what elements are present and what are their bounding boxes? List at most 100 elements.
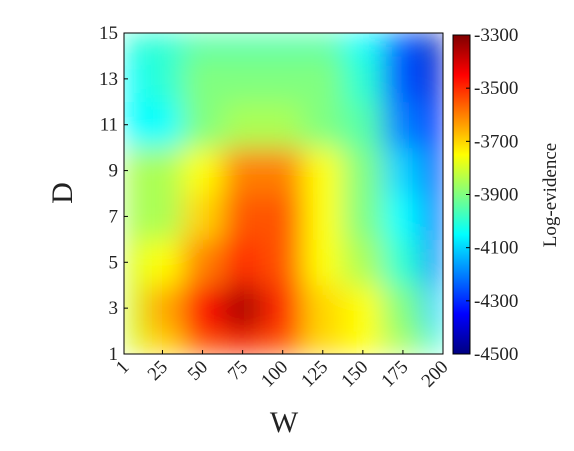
colorbar-tick-label: -3700 [474,131,518,152]
heat-cell [262,55,304,103]
heat-cell [222,55,264,103]
heat-cell [382,147,424,194]
heat-cell [342,331,384,354]
colorbar-tick-label: -4300 [474,291,518,312]
y-tick-label: 9 [109,161,119,182]
heat-cell [422,33,443,57]
heat-cell [182,331,224,354]
heat-cell [262,101,304,149]
heat-cell [124,331,144,354]
heat-cell [222,147,264,194]
heat-cell [143,101,184,149]
x-axis-label: W [270,406,299,439]
heat-cell [182,193,224,240]
heat-cell [382,239,424,286]
heat-cell [143,193,184,240]
heat-cell [422,239,443,286]
heat-cell [124,55,144,103]
heat-cell [342,101,384,149]
heat-cell [302,239,344,286]
heat-cell [182,147,224,194]
heat-cell [182,33,224,57]
heat-cell [302,285,344,332]
heat-cell [342,55,384,103]
heat-cell [143,239,184,286]
heat-cell [382,33,424,57]
heat-cell [143,285,184,332]
heat-cell [382,331,424,354]
heat-cell [342,285,384,332]
heat-cell [342,33,384,57]
heat-cell [222,101,264,149]
heat-cell [302,55,344,103]
heat-cell [262,33,304,57]
heat-cell [342,147,384,194]
heat-cell [222,331,264,354]
y-tick-label: 1 [109,344,119,365]
x-tick-label: 150 [337,357,372,392]
heat-cell [382,193,424,240]
heat-cell [342,239,384,286]
plot-frame [123,32,444,355]
heat-cell [302,193,344,240]
colorbar-tick-label: -4100 [474,238,518,259]
x-tick-label: 200 [418,357,453,392]
heat-cell [124,193,144,240]
heat-cell [422,331,443,354]
heat-cell [222,239,264,286]
heatmap [124,33,443,354]
heat-cell [182,239,224,286]
colorbar-tick-label: -3500 [474,78,518,99]
heat-cell [302,331,344,354]
heat-cell [143,55,184,103]
heat-cell [262,239,304,286]
heat-cell [124,147,144,194]
heat-cell [124,239,144,286]
y-tick-label: 3 [109,298,119,319]
heat-cell [382,101,424,149]
y-tick-label: 15 [99,23,118,44]
heat-cell [262,285,304,332]
x-tick-label: 25 [144,357,172,385]
x-tick-label: 50 [184,357,212,385]
heat-cell [124,101,144,149]
y-tick-label: 7 [109,206,119,227]
heat-cell [422,147,443,194]
x-tick-label: 75 [224,357,252,385]
heat-cell [124,33,144,57]
heat-cell [262,331,304,354]
heat-cell [422,193,443,240]
heat-cell [222,33,264,57]
heat-cell [222,193,264,240]
heat-cell [302,101,344,149]
plot-area [124,33,443,354]
heat-cell [182,55,224,103]
heat-cell [302,33,344,57]
y-tick-label: 13 [99,69,118,90]
heat-cell [302,147,344,194]
x-tick-label: 100 [257,357,292,392]
heat-cell [143,147,184,194]
heat-cell [222,285,264,332]
heat-cell [182,101,224,149]
heat-cell [124,285,144,332]
colorbar-label: Log-evidence [540,143,561,247]
y-tick-label: 5 [109,252,119,273]
heat-cell [342,193,384,240]
y-axis-label: D [46,182,79,204]
colorbar-tick-label: -4500 [474,344,518,365]
heat-cell [262,147,304,194]
heat-cell [422,55,443,103]
heat-cell [382,285,424,332]
heat-cell [143,33,184,57]
heat-cell [143,331,184,354]
colorbar-tick-label: -3300 [474,25,518,46]
heat-cell [422,285,443,332]
heat-cell [182,285,224,332]
y-tick-label: 11 [100,115,118,136]
heat-cell [382,55,424,103]
x-tick-label: 175 [377,357,412,392]
heat-cell [422,101,443,149]
colorbar-tick-label: -3900 [474,185,518,206]
